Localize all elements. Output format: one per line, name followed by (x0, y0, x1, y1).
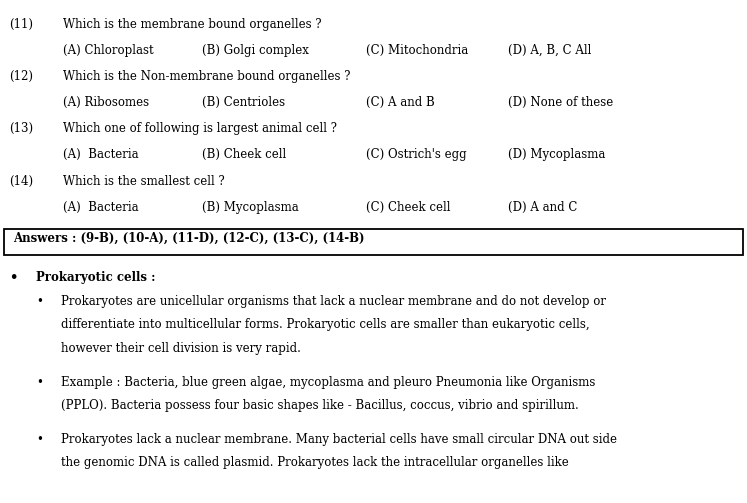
Text: •: • (9, 271, 17, 284)
FancyBboxPatch shape (4, 229, 743, 255)
Text: (C) A and B: (C) A and B (366, 96, 435, 109)
Text: (14): (14) (9, 175, 33, 188)
Text: (C) Ostrich's egg: (C) Ostrich's egg (366, 148, 467, 161)
Text: Which is the Non-membrane bound organelles ?: Which is the Non-membrane bound organell… (63, 70, 351, 83)
Text: (D) Mycoplasma: (D) Mycoplasma (508, 148, 605, 161)
Text: (C) Cheek cell: (C) Cheek cell (366, 201, 450, 214)
Text: •: • (36, 376, 43, 389)
Text: differentiate into multicellular forms. Prokaryotic cells are smaller than eukar: differentiate into multicellular forms. … (61, 318, 590, 331)
Text: (11): (11) (9, 18, 33, 31)
Text: (B) Golgi complex: (B) Golgi complex (202, 44, 309, 57)
Text: (13): (13) (9, 122, 33, 135)
Text: Which is the membrane bound organelles ?: Which is the membrane bound organelles ? (63, 18, 322, 31)
Text: Which one of following is largest animal cell ?: Which one of following is largest animal… (63, 122, 338, 135)
Text: (A) Ribosomes: (A) Ribosomes (63, 96, 149, 109)
Text: (A)  Bacteria: (A) Bacteria (63, 201, 139, 214)
Text: (B) Cheek cell: (B) Cheek cell (202, 148, 286, 161)
Text: Prokaryotes lack a nuclear membrane. Many bacterial cells have small circular DN: Prokaryotes lack a nuclear membrane. Man… (61, 433, 617, 446)
Text: the genomic DNA is called plasmid. Prokaryotes lack the intracellular organelles: the genomic DNA is called plasmid. Proka… (61, 456, 569, 469)
Text: (B) Centrioles: (B) Centrioles (202, 96, 285, 109)
Text: however their cell division is very rapid.: however their cell division is very rapi… (61, 342, 301, 355)
Text: (A)  Bacteria: (A) Bacteria (63, 148, 139, 161)
Text: (D) A, B, C All: (D) A, B, C All (508, 44, 592, 57)
Text: (B) Mycoplasma: (B) Mycoplasma (202, 201, 299, 214)
Text: Example : Bacteria, blue green algae, mycoplasma and pleuro Pneumonia like Organ: Example : Bacteria, blue green algae, my… (61, 376, 595, 389)
Text: Prokaryotes are unicellular organisms that lack a nuclear membrane and do not de: Prokaryotes are unicellular organisms th… (61, 295, 607, 308)
Text: •: • (36, 295, 43, 308)
Text: •: • (36, 433, 43, 446)
Text: Answers : (9-B), (10-A), (11-D), (12-C), (13-C), (14-B): Answers : (9-B), (10-A), (11-D), (12-C),… (13, 232, 365, 245)
Text: (A) Chloroplast: (A) Chloroplast (63, 44, 154, 57)
Text: Prokaryotic cells :: Prokaryotic cells : (36, 271, 155, 284)
Text: Which is the smallest cell ?: Which is the smallest cell ? (63, 175, 226, 188)
Text: (D) A and C: (D) A and C (508, 201, 577, 214)
Text: (12): (12) (9, 70, 33, 83)
Text: (PPLO). Bacteria possess four basic shapes like - Bacillus, coccus, vibrio and s: (PPLO). Bacteria possess four basic shap… (61, 399, 579, 412)
Text: (C) Mitochondria: (C) Mitochondria (366, 44, 468, 57)
Text: (D) None of these: (D) None of these (508, 96, 613, 109)
